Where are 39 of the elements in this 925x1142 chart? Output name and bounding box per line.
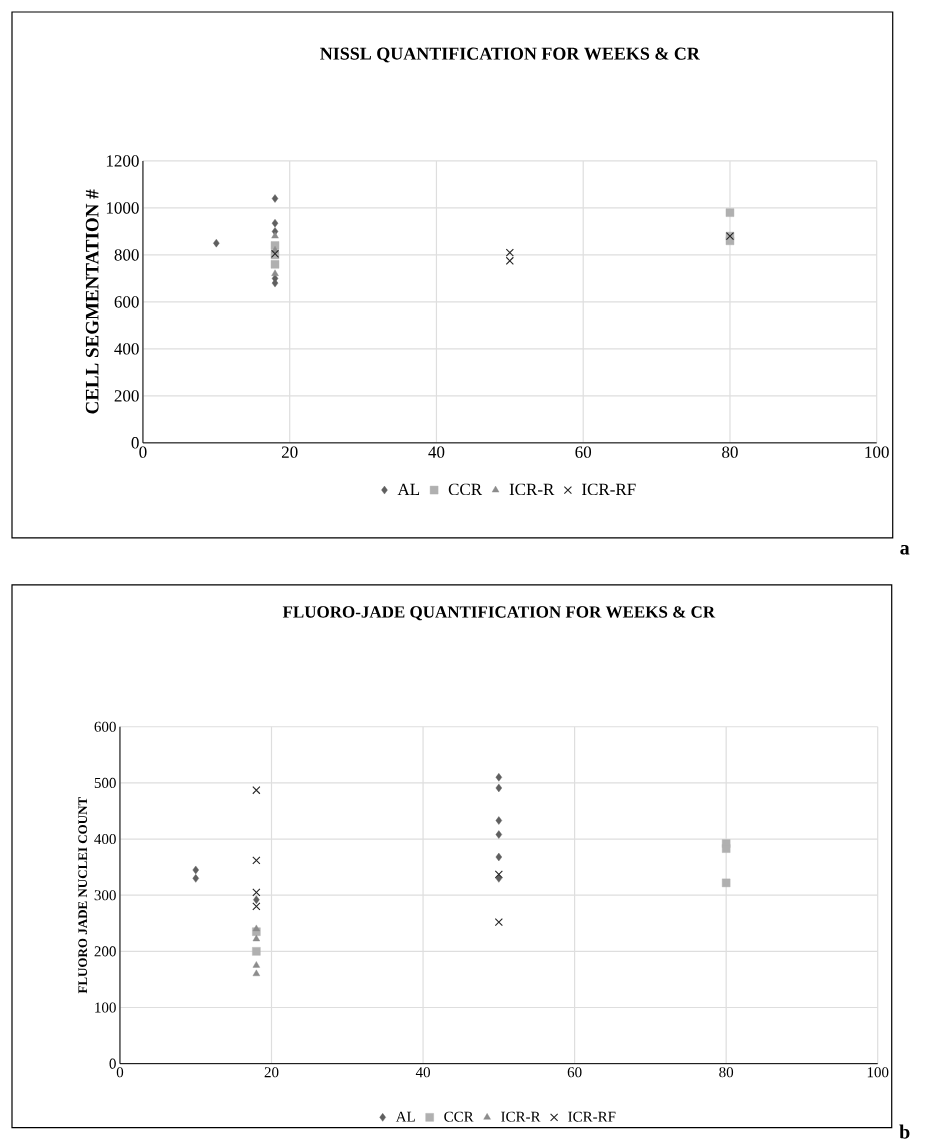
y-tick-label: 1000 [107, 202, 139, 214]
x-tick-label: 80 [719, 1067, 734, 1078]
x-tick-label: 100 [865, 446, 889, 458]
chart-title: NISSL QUANTIFICATION FOR WEEKS & CR [320, 47, 701, 63]
x-tick-label: 20 [264, 1067, 279, 1078]
y-tick-label: 1200 [107, 155, 139, 167]
legend-label: ICR-RF [582, 483, 636, 496]
x-tick-label: 40 [416, 1067, 431, 1078]
y-tick-label: 600 [114, 296, 139, 308]
x-tick-label: 60 [567, 1067, 582, 1078]
y-tick-label: 500 [94, 777, 117, 788]
legend-label: ICR-RF [568, 1111, 616, 1122]
x-tick-label: 0 [139, 446, 147, 458]
y-tick-label: 100 [95, 1002, 117, 1013]
x-tick-label: 80 [722, 446, 738, 458]
chart-title: FLUORO-JADE QUANTIFICATION FOR WEEKS & CR [282, 606, 716, 621]
y-axis-title: FLUORO JADE NUCLEI COUNT [78, 797, 88, 994]
x-tick-label: 40 [428, 446, 445, 458]
y-tick-label: 0 [131, 437, 139, 449]
y-axis-title: CELL SEGMENTATION # [85, 189, 99, 414]
legend-label: CCR [444, 1111, 474, 1122]
legend-label: CCR [448, 483, 483, 496]
text: b [899, 1124, 910, 1139]
y-tick-label: 400 [94, 834, 117, 845]
y-tick-label: 300 [94, 890, 117, 901]
y-tick-label: 200 [94, 946, 117, 957]
y-tick-label: 0 [109, 1058, 117, 1069]
text: a [900, 545, 910, 555]
x-tick-label: 100 [867, 1067, 889, 1078]
y-tick-label: 600 [94, 721, 117, 732]
x-tick-label: 20 [282, 446, 298, 458]
y-tick-label: 400 [114, 343, 139, 355]
legend-label: AL [397, 483, 420, 495]
y-tick-label: 200 [114, 390, 139, 402]
x-tick-label: 60 [575, 446, 592, 458]
legend-label: ICR-R [501, 1111, 541, 1122]
legend-label: ICR-R [509, 483, 555, 496]
legend-label: AL [395, 1111, 415, 1122]
y-tick-label: 800 [114, 249, 139, 261]
